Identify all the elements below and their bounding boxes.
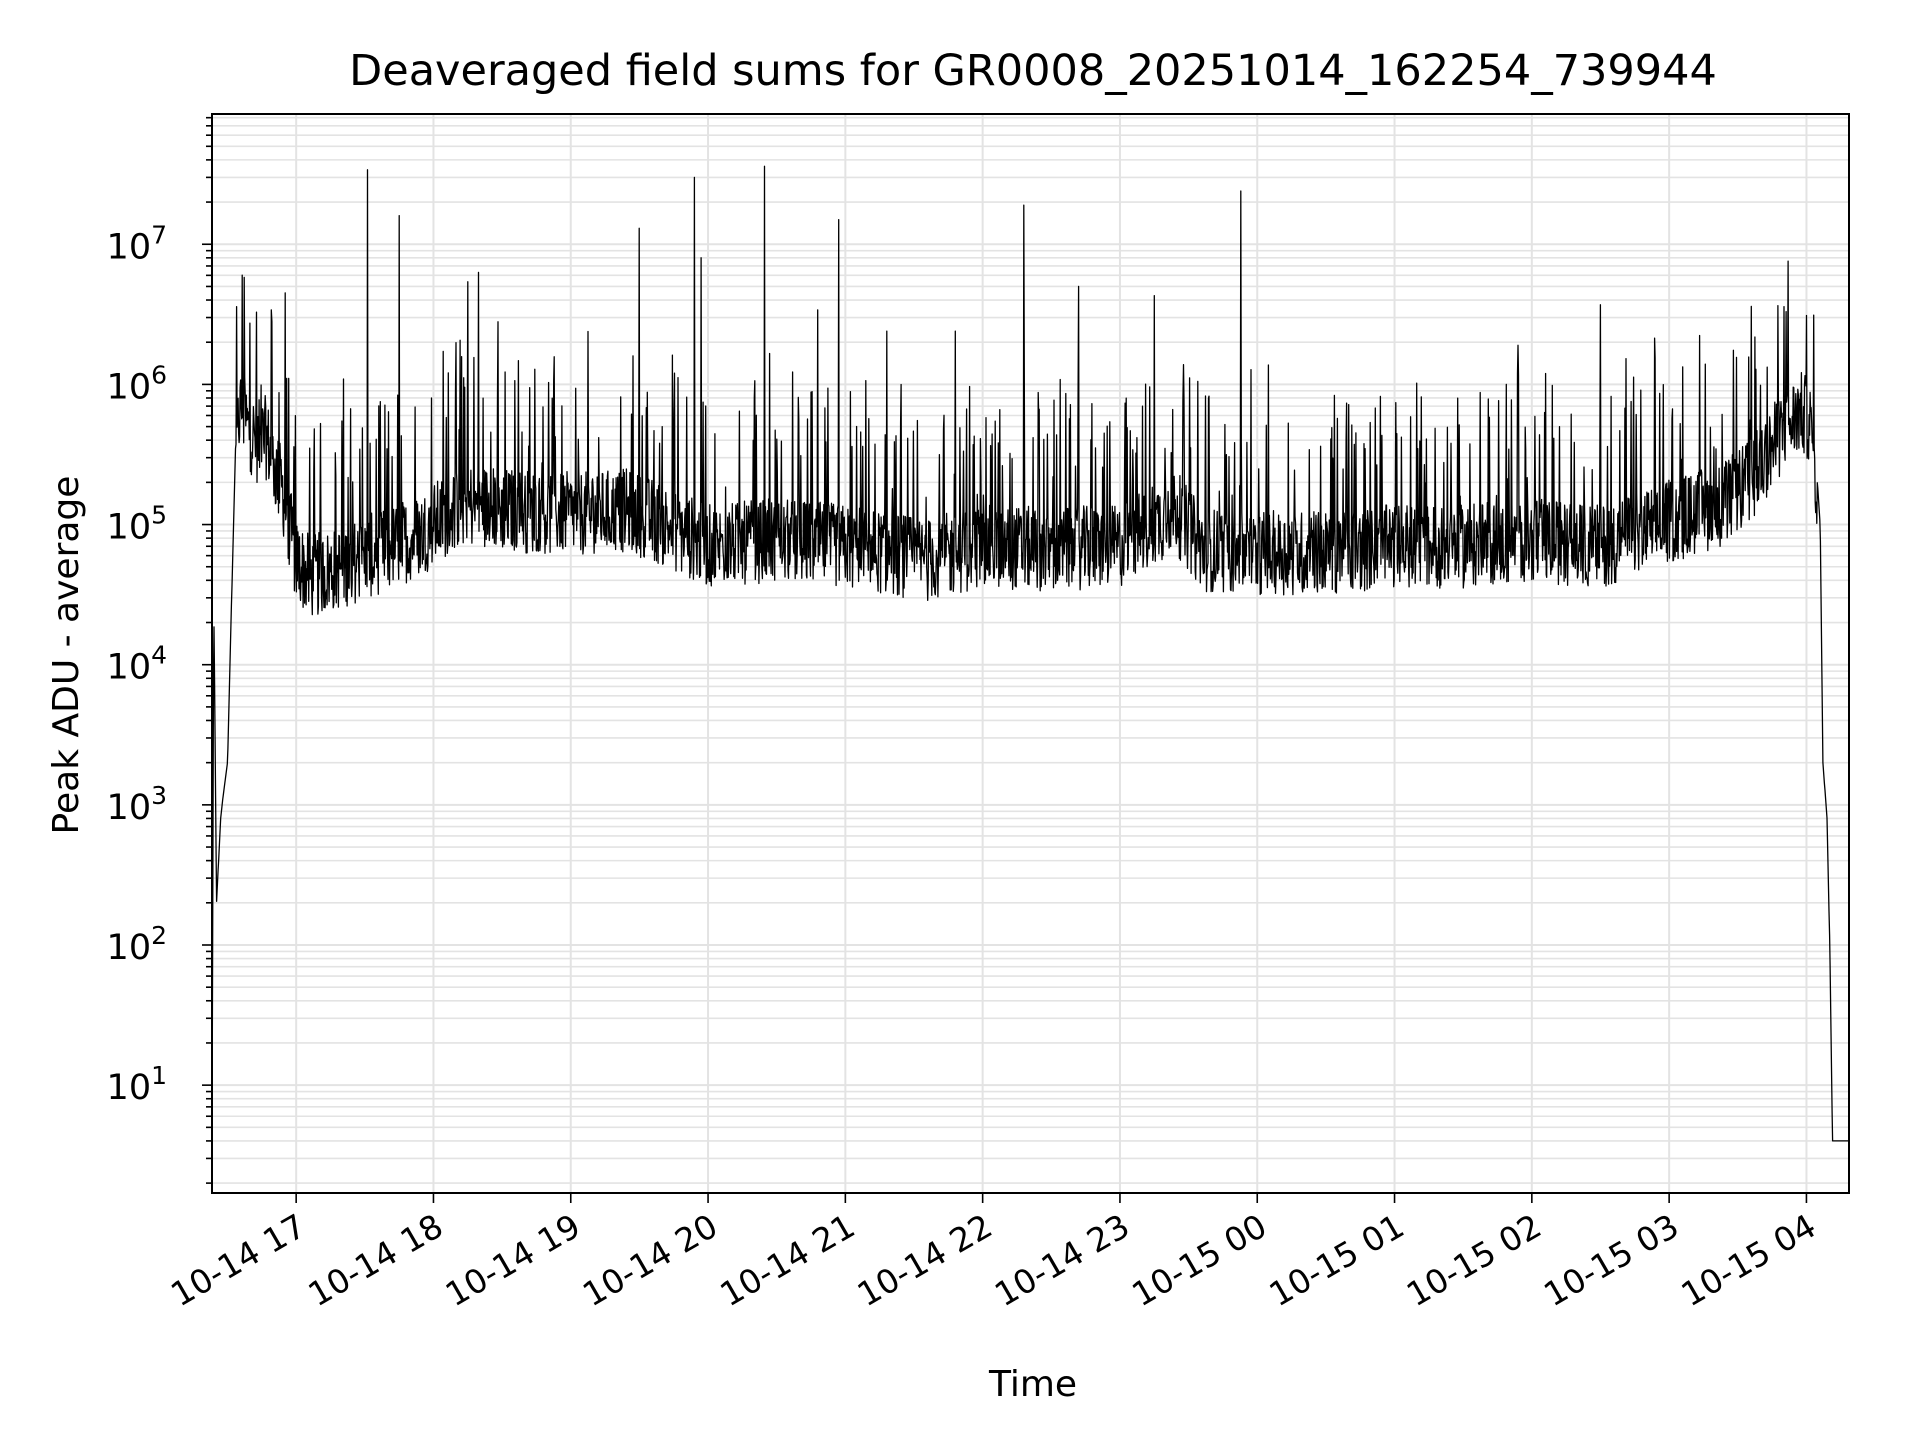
x-axis-label: Time <box>988 1364 1077 1405</box>
y-tick-label: 101 <box>107 1061 167 1108</box>
axes-frame <box>211 113 1850 1194</box>
y-tick-label: 103 <box>107 781 167 828</box>
grid <box>212 114 1849 1193</box>
y-tick-label: 104 <box>107 641 167 688</box>
y-tick-label: 106 <box>107 360 167 407</box>
y-tick-label: 105 <box>107 501 167 548</box>
series-line <box>211 165 1850 1142</box>
y-tick-label: 102 <box>107 921 167 968</box>
y-axis-label: Peak ADU - average <box>46 476 87 835</box>
chart-title: Deaveraged field sums for GR0008_2025101… <box>349 46 1717 96</box>
series-group <box>211 165 1850 1142</box>
y-tick-label: 107 <box>107 220 167 267</box>
